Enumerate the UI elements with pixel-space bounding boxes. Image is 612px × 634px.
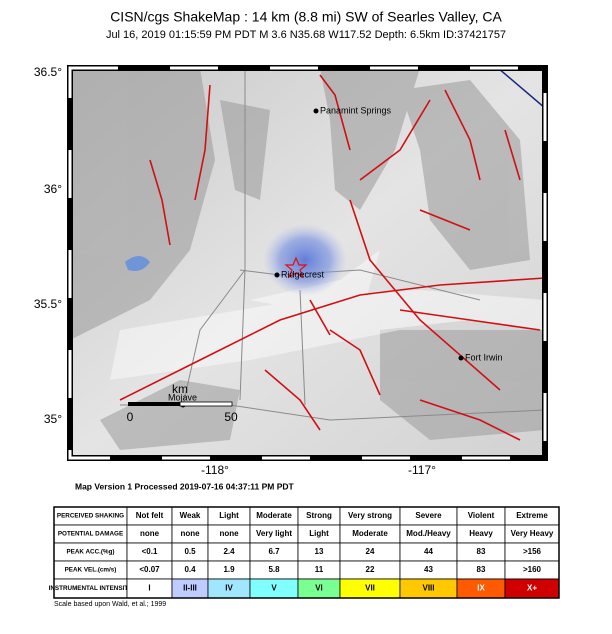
legend-value: IX: [477, 584, 485, 593]
map-frame-ticks: [68, 66, 547, 460]
legend-value: VI: [315, 584, 323, 593]
legend-value: Very strong: [348, 511, 392, 520]
legend-value: Light: [219, 511, 239, 520]
legend-value: 6.7: [268, 547, 280, 556]
legend-value: none: [180, 529, 200, 538]
lat-label: 35°: [44, 412, 62, 426]
legend-value: 83: [477, 547, 486, 556]
place-label: Mojave: [168, 392, 197, 402]
legend-value: Moderate: [256, 511, 292, 520]
map: Panamint Springs Ridgecrest Fort Irwin M…: [70, 68, 545, 458]
intensity-legend: PERCEIVED SHAKING POTENTIAL DAMAGE PEAK AC…: [49, 506, 560, 599]
title: CISN/cgs ShakeMap : 14 km (8.8 mi) SW of…: [110, 9, 502, 25]
legend-value: Moderate: [352, 529, 388, 538]
place-label: Panamint Springs: [320, 105, 392, 115]
border-line: [497, 68, 545, 109]
place-dot: [458, 355, 464, 361]
legend-value: 5.8: [268, 565, 280, 574]
legend-value: Very light: [256, 529, 292, 538]
legend-value: IV: [225, 584, 233, 593]
legend-value: 43: [424, 565, 433, 574]
place-dot: [313, 108, 319, 114]
legend-value: Not felt: [136, 511, 164, 520]
place-label: Ridgecrest: [281, 269, 325, 279]
legend-value: Extreme: [516, 511, 548, 520]
legend-value: 0.4: [184, 565, 196, 574]
lon-label: -117°: [408, 463, 436, 477]
legend-value: Weak: [180, 511, 201, 520]
legend-value: 24: [366, 547, 375, 556]
lat-label: 36°: [44, 182, 62, 196]
legend-value: VII: [365, 584, 375, 593]
legend-value: <0.1: [142, 547, 158, 556]
legend-row-label: INSTRUMENTAL INTENSITY: [49, 585, 134, 592]
legend-value: 11: [315, 565, 324, 574]
legend-row-label: PERCEIVED SHAKING: [57, 513, 124, 520]
legend-row-label: PEAK ACC.(%g): [66, 549, 114, 556]
legend-value: Violent: [468, 511, 495, 520]
legend-value: Mod./Heavy: [406, 529, 451, 538]
legend-value: Very Heavy: [511, 529, 554, 538]
legend-value: Strong: [306, 511, 332, 520]
legend-value: Heavy: [469, 529, 493, 538]
legend-value: 0.5: [184, 547, 196, 556]
legend-value: 44: [424, 547, 433, 556]
epicenter: [284, 256, 308, 279]
legend-row-label: POTENTIAL DAMAGE: [58, 531, 123, 538]
legend-value: 13: [315, 547, 324, 556]
scale-unit: km: [172, 382, 188, 396]
scale-bar: km 0 50: [127, 382, 238, 424]
shaking-area: [263, 224, 347, 296]
scale-segment: [179, 401, 233, 407]
lon-label: -118°: [201, 463, 229, 477]
terrain-highlights: [110, 250, 545, 380]
map-version: Map Version 1 Processed 2019-07-16 04:37…: [75, 481, 295, 491]
subtitle: Jul 16, 2019 01:15:59 PM PDT M 3.6 N35.6…: [106, 29, 506, 41]
scale-label: 0: [127, 410, 134, 424]
scale-note: Scale based upon Wald, et al.; 1999: [54, 601, 166, 608]
legend-value: VIII: [422, 584, 434, 593]
legend-value: I: [148, 584, 150, 593]
legend-value: >156: [523, 547, 542, 556]
legend-value: <0.07: [139, 565, 160, 574]
legend-value: Severe: [415, 511, 442, 520]
lat-label: 36.5°: [34, 65, 62, 79]
lake: [125, 256, 150, 271]
scale-label: 50: [224, 410, 238, 424]
legend-value: X+: [527, 584, 537, 593]
legend-frame: [53, 506, 560, 599]
legend-value: none: [140, 529, 160, 538]
terrain-relief: [70, 68, 545, 450]
place-dot: [274, 272, 280, 278]
faults: [119, 74, 545, 441]
legend-value: >160: [523, 565, 542, 574]
legend-value: none: [219, 529, 239, 538]
place-label: Fort Irwin: [465, 352, 503, 362]
legend-value: 22: [366, 565, 375, 574]
legend-value: 1.9: [223, 565, 235, 574]
legend-value: V: [271, 584, 277, 593]
legend-row-label: PEAK VEL.(cm/s): [65, 567, 117, 574]
legend-value: 2.4: [223, 547, 235, 556]
legend-value: II-III: [183, 584, 197, 593]
scale-segment: [128, 402, 180, 406]
lat-label: 35.5°: [34, 297, 62, 311]
legend-value: 83: [477, 565, 486, 574]
legend-value: Light: [309, 529, 329, 538]
